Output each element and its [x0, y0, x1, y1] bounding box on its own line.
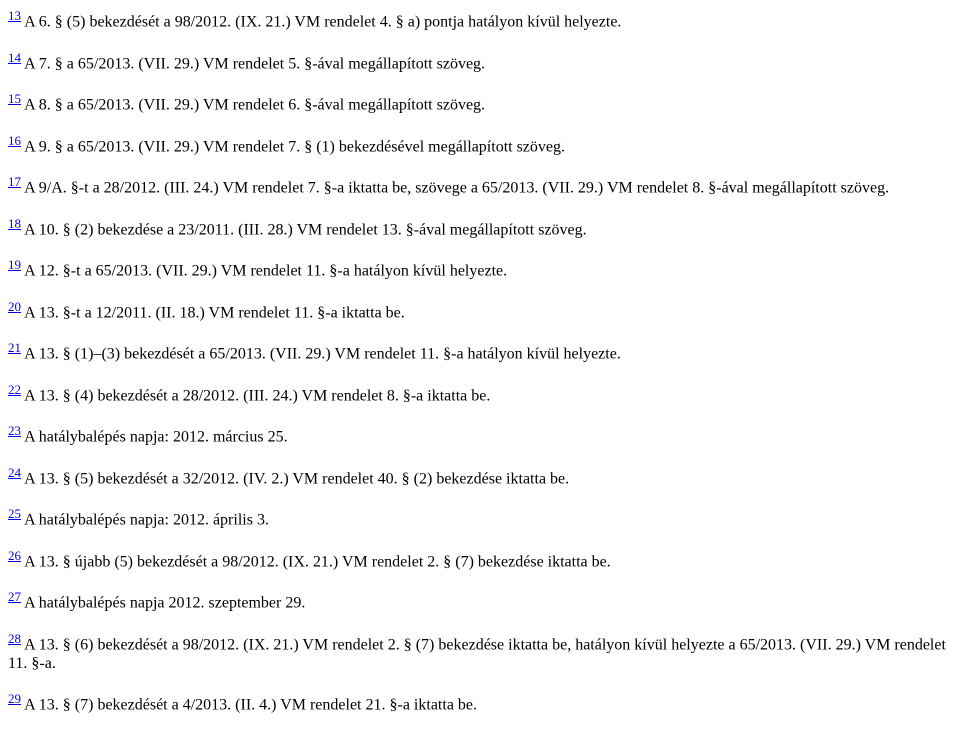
- footnote-item: 18 A 10. § (2) bekezdése a 23/2011. (III…: [8, 216, 952, 240]
- footnote-item: 14 A 7. § a 65/2013. (VII. 29.) VM rende…: [8, 50, 952, 74]
- footnote-text: A 13. § (1)–(3) bekezdését a 65/2013. (V…: [21, 345, 621, 362]
- footnote-ref-link[interactable]: 25: [8, 506, 21, 521]
- footnote-text: A 13. §-t a 12/2011. (II. 18.) VM rendel…: [21, 304, 405, 321]
- footnote-ref-link[interactable]: 23: [8, 423, 21, 438]
- footnote-item: 25 A hatálybalépés napja: 2012. április …: [8, 506, 952, 530]
- footnote-text: A 13. § (6) bekezdését a 98/2012. (IX. 2…: [8, 636, 946, 672]
- footnote-text: A hatálybalépés napja: 2012. április 3.: [21, 512, 269, 529]
- footnote-item: 21 A 13. § (1)–(3) bekezdését a 65/2013.…: [8, 340, 952, 364]
- footnote-ref-link[interactable]: 28: [8, 631, 21, 646]
- footnote-item: 28 A 13. § (6) bekezdését a 98/2012. (IX…: [8, 631, 952, 674]
- footnote-text: A 9. § a 65/2013. (VII. 29.) VM rendelet…: [21, 138, 565, 155]
- footnote-ref-link[interactable]: 29: [8, 691, 21, 706]
- footnote-item: 15 A 8. § a 65/2013. (VII. 29.) VM rende…: [8, 91, 952, 115]
- footnote-item: 29 A 13. § (7) bekezdését a 4/2013. (II.…: [8, 691, 952, 715]
- footnote-ref-link[interactable]: 19: [8, 257, 21, 272]
- footnote-text: A 13. § (7) bekezdését a 4/2013. (II. 4.…: [21, 697, 477, 714]
- footnote-ref-link[interactable]: 13: [8, 8, 21, 23]
- footnote-text: A 6. § (5) bekezdését a 98/2012. (IX. 21…: [21, 13, 621, 30]
- footnote-text: A 13. § újabb (5) bekezdését a 98/2012. …: [21, 553, 611, 570]
- footnote-item: 20 A 13. §-t a 12/2011. (II. 18.) VM ren…: [8, 299, 952, 323]
- footnote-item: 13 A 6. § (5) bekezdését a 98/2012. (IX.…: [8, 8, 952, 32]
- footnote-ref-link[interactable]: 26: [8, 548, 21, 563]
- footnote-text: A hatálybalépés napja 2012. szeptember 2…: [21, 595, 305, 612]
- footnote-ref-link[interactable]: 22: [8, 382, 21, 397]
- footnote-item: 24 A 13. § (5) bekezdését a 32/2012. (IV…: [8, 465, 952, 489]
- footnote-item: 17 A 9/A. §-t a 28/2012. (III. 24.) VM r…: [8, 174, 952, 198]
- footnote-list: 13 A 6. § (5) bekezdését a 98/2012. (IX.…: [8, 8, 952, 715]
- footnote-ref-link[interactable]: 18: [8, 216, 21, 231]
- footnote-ref-link[interactable]: 15: [8, 91, 21, 106]
- footnote-text: A 13. § (5) bekezdését a 32/2012. (IV. 2…: [21, 470, 569, 487]
- footnote-text: A 13. § (4) bekezdését a 28/2012. (III. …: [21, 387, 490, 404]
- footnote-item: 23 A hatálybalépés napja: 2012. március …: [8, 423, 952, 447]
- footnote-text: A 8. § a 65/2013. (VII. 29.) VM rendelet…: [21, 96, 485, 113]
- footnote-ref-link[interactable]: 16: [8, 133, 21, 148]
- footnote-ref-link[interactable]: 20: [8, 299, 21, 314]
- footnote-ref-link[interactable]: 21: [8, 340, 21, 355]
- footnote-ref-link[interactable]: 14: [8, 50, 21, 65]
- footnote-item: 26 A 13. § újabb (5) bekezdését a 98/201…: [8, 548, 952, 572]
- footnote-ref-link[interactable]: 27: [8, 589, 21, 604]
- footnote-text: A 12. §-t a 65/2013. (VII. 29.) VM rende…: [21, 262, 507, 279]
- footnote-text: A 7. § a 65/2013. (VII. 29.) VM rendelet…: [21, 55, 485, 72]
- footnote-item: 27 A hatálybalépés napja 2012. szeptembe…: [8, 589, 952, 613]
- footnote-text: A 10. § (2) bekezdése a 23/2011. (III. 2…: [21, 221, 587, 238]
- footnote-text: A 9/A. §-t a 28/2012. (III. 24.) VM rend…: [21, 179, 889, 196]
- footnote-item: 22 A 13. § (4) bekezdését a 28/2012. (II…: [8, 382, 952, 406]
- footnote-ref-link[interactable]: 24: [8, 465, 21, 480]
- footnote-item: 16 A 9. § a 65/2013. (VII. 29.) VM rende…: [8, 133, 952, 157]
- footnote-item: 19 A 12. §-t a 65/2013. (VII. 29.) VM re…: [8, 257, 952, 281]
- footnote-ref-link[interactable]: 17: [8, 174, 21, 189]
- footnote-text: A hatálybalépés napja: 2012. március 25.: [21, 428, 288, 445]
